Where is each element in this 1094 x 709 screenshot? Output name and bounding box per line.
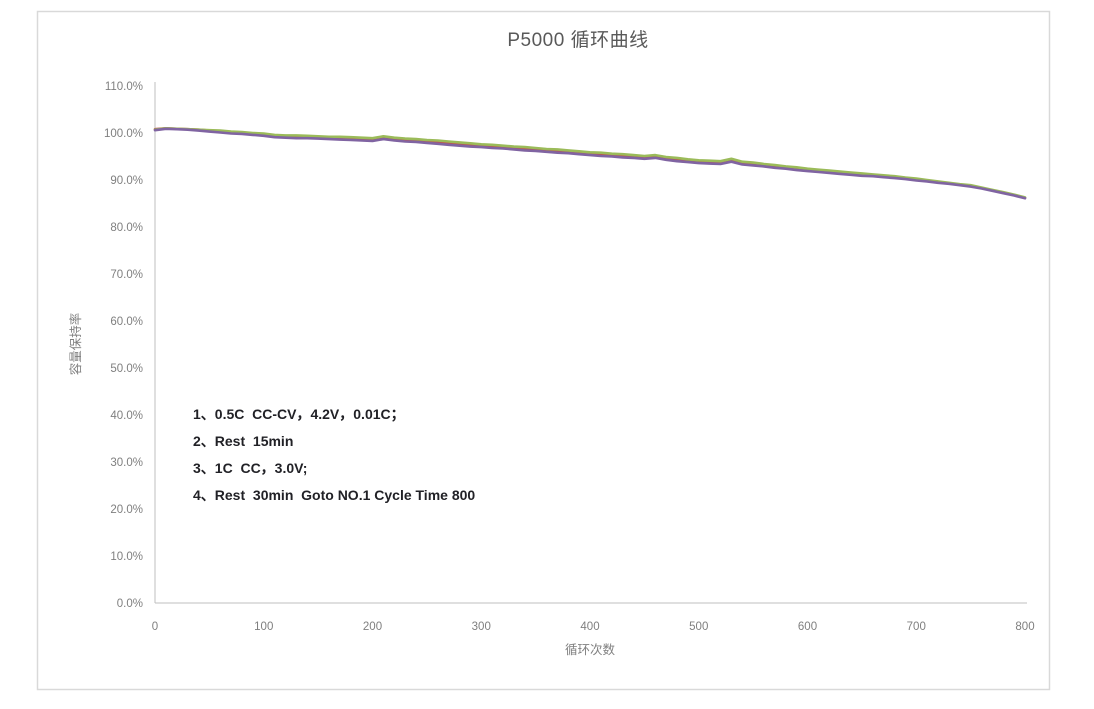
series-lines (153, 127, 1027, 200)
annotation-line-4: 4、Rest 30min Goto NO.1 Cycle Time 800 (193, 487, 475, 503)
y-tick-label: 40.0% (110, 410, 143, 422)
y-tick-label: 10.0% (110, 551, 143, 563)
x-tick-label: 200 (363, 621, 382, 633)
y-tick-label: 90.0% (110, 175, 143, 187)
x-tick-label: 100 (254, 621, 273, 633)
x-tick-label: 400 (580, 621, 599, 633)
y-tick-label: 100.0% (104, 128, 143, 140)
y-tick-label: 110.0% (105, 81, 143, 93)
green-series-line (153, 127, 1027, 199)
x-tick-label: 300 (472, 621, 491, 633)
x-axis-title: 循环次数 (565, 642, 616, 657)
test-condition-annotation: 1、0.5C CC-CV，4.2V，0.01C； 2、Rest 15min 3、1C… (193, 406, 475, 503)
chart-frame-border (36, 10, 1051, 691)
annotation-line-2: 2、Rest 15min (193, 433, 293, 449)
y-tick-label: 80.0% (110, 222, 143, 234)
chart-title: P5000 循环曲线 (507, 29, 648, 51)
y-tick-label: 20.0% (110, 504, 143, 516)
annotation-line-3: 3、1C CC，3.0V; (193, 460, 307, 476)
x-tick-label: 800 (1015, 621, 1034, 633)
x-tick-label: 0 (152, 621, 158, 633)
annotation-line-1: 1、0.5C CC-CV，4.2V，0.01C； (193, 406, 405, 423)
x-tick-label: 500 (689, 621, 708, 633)
x-tick-label: 600 (798, 621, 817, 633)
y-tick-label: 30.0% (110, 457, 143, 469)
y-tick-label: 50.0% (110, 363, 143, 375)
purple-series-line (153, 127, 1027, 200)
y-tick-label: 0.0% (117, 598, 143, 610)
y-axis-title: 容量保持率 (68, 313, 83, 376)
x-tick-label: 700 (907, 621, 926, 633)
x-axis-tick-labels: 0 100 200 300 400 500 600 700 800 (152, 621, 1035, 633)
y-axis-tick-labels: 0.0% 10.0% 20.0% 30.0% 40.0% 50.0% 60.0% 70.0% 8… (104, 81, 143, 610)
y-tick-label: 60.0% (110, 316, 143, 328)
y-tick-label: 70.0% (110, 269, 143, 281)
